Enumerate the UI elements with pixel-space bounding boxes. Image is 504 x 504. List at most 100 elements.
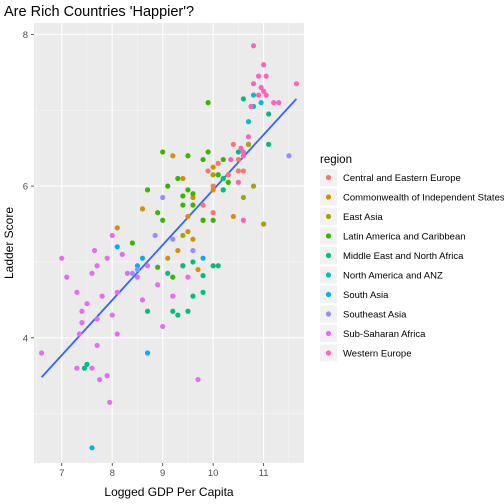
data-point — [200, 289, 206, 295]
data-point — [99, 293, 105, 299]
data-point — [79, 308, 85, 314]
data-point — [79, 320, 85, 326]
data-point — [240, 168, 247, 174]
data-point — [210, 187, 216, 193]
trend-line-group — [40, 98, 298, 378]
data-point — [165, 270, 171, 276]
data-point — [175, 312, 181, 318]
legend-key-dot — [325, 194, 332, 200]
x-axis-title: Logged GDP Per Capita — [104, 485, 234, 499]
data-point — [94, 316, 100, 322]
data-point — [114, 225, 120, 231]
data-point — [139, 206, 146, 212]
data-points — [38, 43, 300, 451]
data-point — [59, 255, 65, 261]
data-point — [258, 100, 264, 106]
x-tick-label: 7 — [59, 468, 64, 479]
legend-key-dot — [325, 213, 332, 220]
data-point — [190, 259, 196, 265]
data-point — [91, 247, 98, 254]
data-point — [230, 141, 236, 147]
data-point — [210, 172, 216, 178]
data-point — [94, 342, 100, 349]
y-axis-title: Ladder Score — [2, 207, 16, 279]
data-point — [200, 156, 206, 163]
data-point — [238, 145, 244, 151]
data-point — [215, 263, 221, 269]
data-point — [185, 274, 191, 280]
data-point — [248, 103, 254, 110]
data-point — [134, 274, 141, 280]
data-point — [129, 240, 136, 246]
data-point — [114, 289, 120, 295]
data-point — [190, 293, 196, 299]
data-point — [134, 263, 141, 269]
data-point — [109, 312, 115, 318]
y-axis: 4 6 8 — [23, 30, 34, 344]
data-point — [76, 331, 83, 337]
data-point — [205, 149, 211, 155]
data-point — [220, 175, 226, 182]
data-point — [215, 160, 221, 166]
data-point — [276, 100, 282, 106]
x-tick-label: 9 — [160, 468, 165, 479]
x-axis: 7 8 9 10 11 — [59, 463, 269, 479]
legend-label: Southeast Asia — [343, 310, 407, 321]
data-point — [286, 153, 292, 159]
legend: region Central and Eastern Europe Commonw… — [320, 154, 504, 362]
data-point — [170, 236, 176, 242]
data-point — [261, 221, 267, 227]
data-point — [152, 232, 158, 239]
data-point — [293, 81, 300, 87]
data-point — [139, 255, 146, 261]
data-point — [250, 81, 257, 87]
data-point — [255, 73, 262, 79]
data-point — [240, 96, 247, 102]
data-point — [190, 202, 196, 208]
legend-label: Commonwealth of Independent States — [343, 193, 504, 204]
data-point — [266, 141, 272, 147]
data-point — [109, 232, 115, 239]
data-point — [114, 331, 120, 337]
data-point — [165, 255, 171, 261]
legend-key-dot — [325, 233, 332, 239]
data-point — [245, 119, 252, 125]
data-point — [263, 92, 269, 98]
data-point — [104, 373, 110, 379]
data-point — [190, 247, 196, 254]
legend-key-dot — [325, 350, 332, 356]
data-point — [180, 175, 186, 182]
data-point — [225, 172, 231, 178]
data-point — [271, 100, 277, 106]
data-point — [175, 175, 181, 182]
gridlines — [34, 23, 304, 463]
data-point — [210, 217, 216, 223]
legend-label: East Asia — [343, 212, 383, 223]
chart-title: Are Rich Countries 'Happier'? — [4, 4, 194, 20]
x-tick-label: 10 — [208, 468, 219, 479]
data-point — [84, 361, 90, 367]
data-point — [185, 229, 191, 235]
data-point — [144, 187, 151, 193]
data-point — [144, 350, 151, 356]
data-point — [200, 202, 206, 208]
data-point — [114, 244, 120, 250]
data-point — [266, 111, 272, 117]
data-point — [210, 210, 216, 216]
data-point — [210, 164, 216, 170]
data-point — [38, 350, 45, 356]
data-point — [258, 84, 264, 91]
data-point — [94, 263, 100, 269]
data-point — [84, 301, 90, 307]
data-point — [155, 210, 161, 216]
data-point — [155, 264, 161, 270]
data-point — [89, 445, 95, 451]
data-point — [200, 273, 206, 279]
data-point — [170, 153, 176, 159]
data-point — [190, 236, 196, 242]
data-point — [97, 376, 103, 383]
data-point — [144, 263, 151, 269]
data-point — [261, 88, 267, 94]
data-point — [200, 255, 206, 261]
data-point — [144, 308, 151, 314]
